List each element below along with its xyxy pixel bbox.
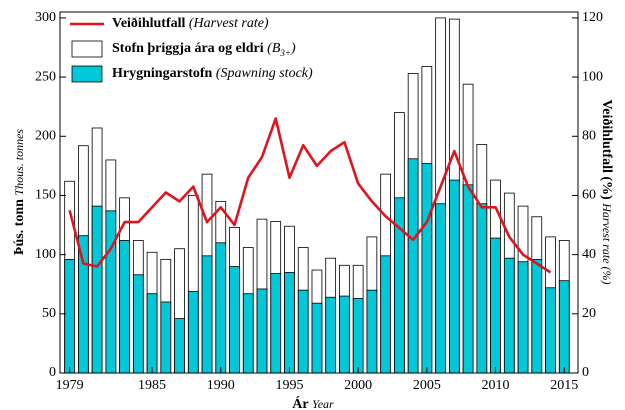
bar [119, 240, 130, 374]
x-axis-label: Ár Year [292, 395, 334, 410]
bar [407, 158, 419, 374]
bar [352, 298, 364, 374]
bar [325, 296, 337, 374]
bar [64, 258, 75, 374]
y-tick-label: 200 [35, 128, 56, 143]
legend-note: ) [290, 41, 296, 56]
y2-label-en: Harvest rate (%) [600, 202, 614, 284]
legend-note: (Harvest rate) [189, 16, 269, 31]
bar [448, 179, 460, 374]
bar [517, 261, 529, 374]
x-tick-label: 1990 [207, 378, 235, 393]
bar [105, 210, 117, 374]
bar [146, 293, 158, 374]
y2-tick-label: 40 [582, 247, 596, 262]
bar [421, 163, 433, 374]
legend-name: Stofn þriggja ára og eldri [112, 41, 264, 56]
bar [503, 257, 515, 374]
bar [187, 290, 199, 374]
bar [311, 302, 323, 374]
bar [242, 293, 254, 374]
y2-tick-label: 0 [582, 365, 589, 380]
legend-note: 3+ [279, 48, 291, 58]
bar [256, 288, 268, 374]
legend-entry: Hrygningarstofn (Spawning stock) [112, 66, 313, 81]
bar [531, 258, 543, 374]
x-tick-label: 1979 [56, 378, 84, 393]
bar [366, 289, 378, 374]
bar [132, 274, 144, 374]
bar [201, 255, 213, 374]
bar [339, 295, 350, 374]
bar [462, 184, 474, 374]
bar [229, 266, 240, 374]
y-tick-label: 250 [35, 69, 56, 84]
legend-name: Hrygningarstofn [112, 66, 213, 81]
x-tick-label: 1995 [275, 378, 303, 393]
bar [160, 301, 172, 374]
y-label-main: Þús. tonn [12, 199, 27, 255]
y2-tick-label: 20 [582, 306, 596, 321]
bar [78, 235, 89, 374]
line [68, 117, 552, 274]
x-tick-label: 2005 [413, 378, 441, 393]
y2-tick-label: 100 [582, 69, 603, 84]
y2-tick-label: 120 [582, 10, 603, 25]
bar [558, 280, 570, 374]
bar [380, 255, 391, 374]
y2-tick-label: 60 [582, 188, 596, 203]
y-label-en: Thous. tonnes [12, 129, 26, 196]
legend-note: (Spawning stock) [216, 66, 313, 81]
bar [490, 237, 501, 374]
y-axis-label: Þús. tonn Thous. tonnes [12, 129, 27, 256]
bar [476, 203, 488, 374]
x-tick-label: 2000 [344, 378, 372, 393]
x-tick-label: 2015 [550, 378, 578, 393]
y2-axis-label: Veiðihlutfall (%) Harvest rate (%) [599, 99, 615, 284]
x-label-en: Year [312, 397, 334, 410]
y2-tick-label: 80 [582, 128, 596, 143]
y-tick-label: 100 [35, 247, 56, 262]
bar [270, 273, 282, 374]
y-tick-label: 50 [42, 306, 56, 321]
y-tick-label: 0 [49, 365, 56, 380]
x-tick-label: 2010 [482, 378, 510, 393]
x-label-main: Ár [292, 395, 308, 410]
legend-entry: Stofn þriggja ára og eldri (B3+) [112, 41, 296, 58]
bar [297, 289, 309, 374]
bar [545, 287, 556, 374]
bar [215, 242, 227, 374]
bar [435, 203, 446, 374]
bar [91, 205, 103, 374]
legend-swatch [71, 65, 103, 83]
y2-label-main: Veiðihlutfall (%) [599, 99, 615, 200]
plot-frame [59, 11, 579, 374]
y-tick-label: 150 [35, 188, 56, 203]
bar [284, 271, 295, 374]
legend-entry: Veiðihlutfall (Harvest rate) [112, 15, 269, 31]
x-tick-label: 1985 [138, 378, 166, 393]
legend-name: Veiðihlutfall [112, 15, 185, 31]
legend-note: (B [267, 41, 281, 56]
y-tick-label: 300 [35, 10, 56, 25]
legend-swatch [71, 40, 103, 58]
bar [174, 318, 185, 374]
